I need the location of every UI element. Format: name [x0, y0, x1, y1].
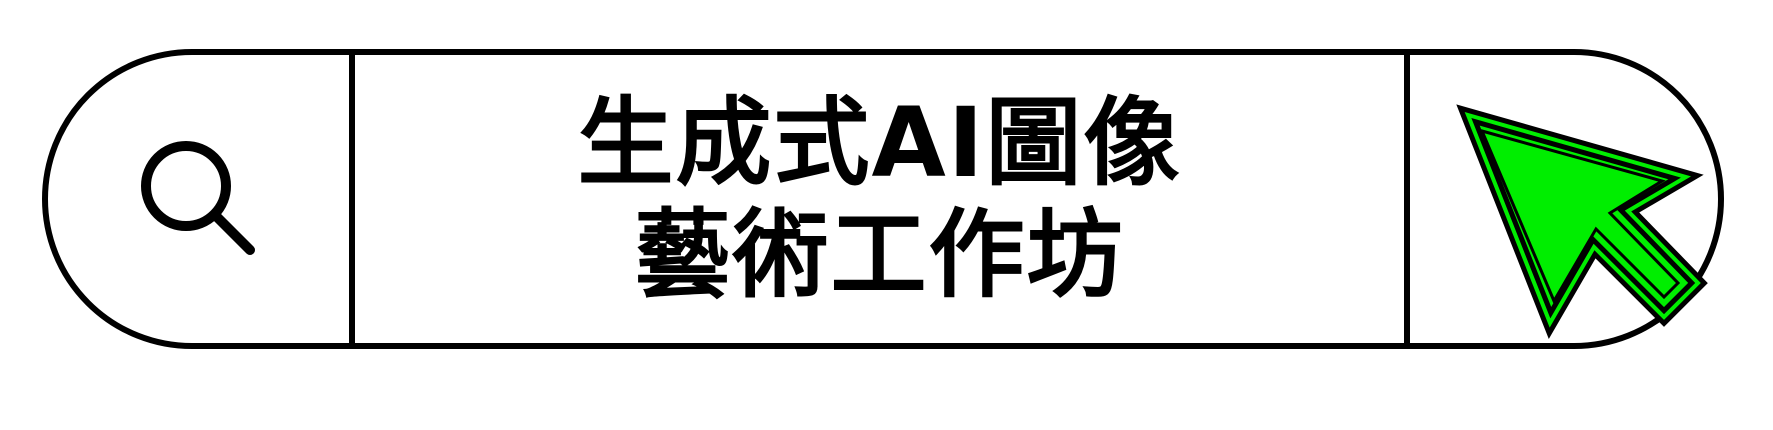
title-line-1: 生成式AI圖像 [577, 87, 1182, 199]
banner-title: 生成式AI圖像 藝術工作坊 [355, 55, 1404, 343]
right-divider [1404, 49, 1410, 349]
cursor-arrow-icon [1456, 104, 1708, 340]
cursor-slot [1410, 55, 1724, 375]
search-icon-slot [48, 55, 349, 343]
title-line-2: 藝術工作坊 [634, 199, 1125, 311]
left-divider [349, 49, 355, 349]
search-bar-banner [42, 49, 1724, 349]
search-icon [140, 141, 255, 255]
